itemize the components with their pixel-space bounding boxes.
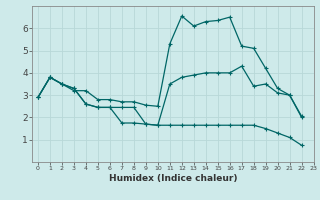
- X-axis label: Humidex (Indice chaleur): Humidex (Indice chaleur): [108, 174, 237, 183]
